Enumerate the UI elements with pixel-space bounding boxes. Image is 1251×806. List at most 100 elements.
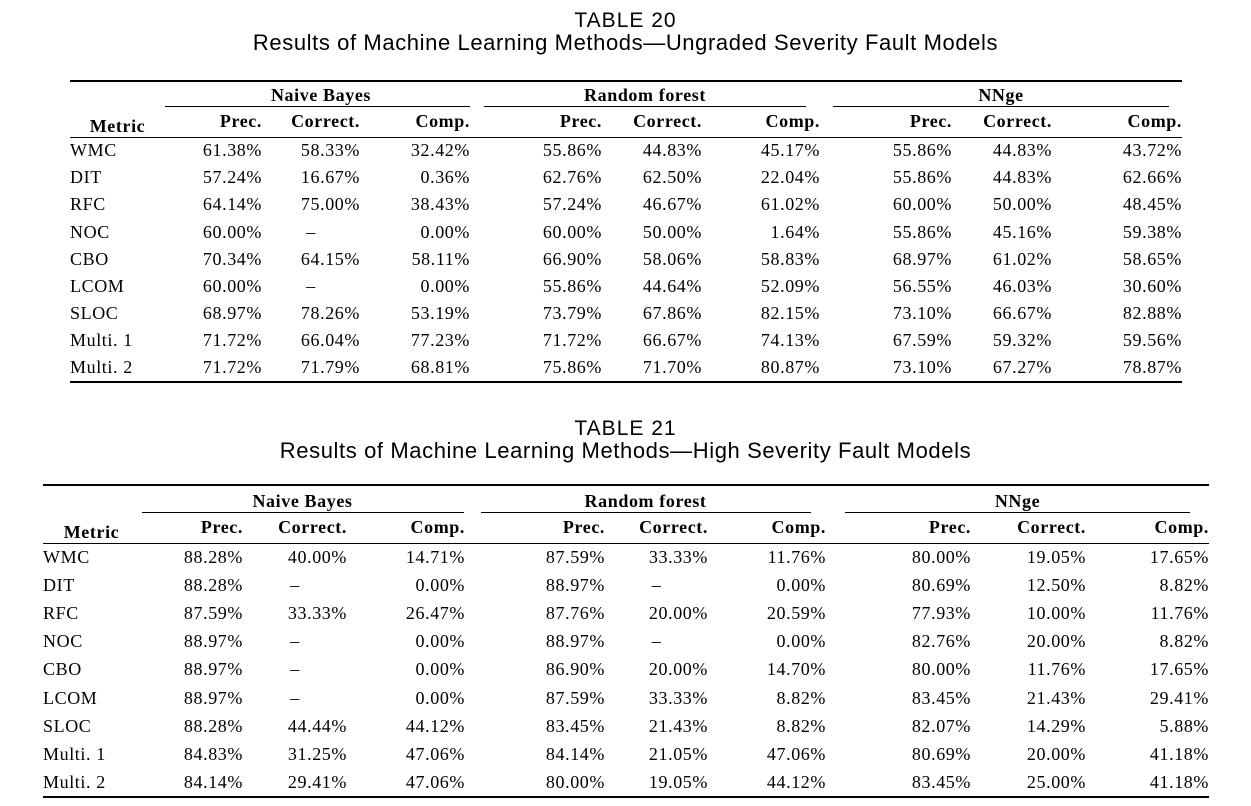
table-row: NOC 88.97% – 0.00% 88.97% – 0.00% 82.76% 20.00% 8… bbox=[43, 628, 1209, 656]
table-cell: – bbox=[290, 659, 300, 680]
table-cell: 68.97% bbox=[202, 303, 262, 324]
table-cell: 62.50% bbox=[642, 167, 702, 188]
table-cell: 80.69% bbox=[911, 574, 972, 595]
metric-header: Metric bbox=[63, 521, 120, 542]
table-cell: 52.09% bbox=[760, 276, 821, 297]
subheader-comp: Comp. bbox=[765, 111, 821, 132]
table-cell: 71.72% bbox=[202, 330, 262, 351]
row-metric-label: SLOC bbox=[70, 303, 119, 324]
table-cell: 88.28% bbox=[183, 574, 243, 595]
table-cell: 0.00% bbox=[776, 574, 827, 595]
table-cell: 8.82% bbox=[776, 715, 827, 736]
table-cell: 82.15% bbox=[760, 303, 821, 324]
table-cell: 44.83% bbox=[992, 167, 1053, 188]
table-cell: 80.00% bbox=[911, 546, 972, 567]
table-cell: 60.00% bbox=[202, 276, 262, 297]
table-cell: 61.38% bbox=[202, 140, 262, 161]
table-cell: 60.00% bbox=[202, 221, 262, 242]
table-cell: 87.59% bbox=[545, 687, 606, 708]
table-cell: 8.82% bbox=[1159, 574, 1210, 595]
table-cell: 86.90% bbox=[545, 659, 606, 680]
table-row: CBO 70.34% 64.15% 58.11% 66.90% 58.06% 58.83% 6… bbox=[70, 246, 1182, 273]
table-cell: 88.97% bbox=[183, 631, 243, 652]
table-cell: 30.60% bbox=[1122, 276, 1183, 297]
table-cell: 88.97% bbox=[183, 659, 243, 680]
row-metric-label: RFC bbox=[43, 602, 79, 623]
table-cell: 32.42% bbox=[410, 140, 470, 161]
subheader-prec: Prec. bbox=[200, 517, 243, 538]
table-cell: 55.86% bbox=[542, 140, 602, 161]
table-cell: – bbox=[290, 574, 300, 595]
table-cell: 20.00% bbox=[648, 602, 709, 623]
table-row: SLOC 88.28% 44.44% 44.12% 83.45% 21.43% 8.82% 8… bbox=[43, 712, 1209, 740]
table-cell: 59.38% bbox=[1122, 221, 1183, 242]
table-cell: 84.14% bbox=[183, 771, 243, 792]
row-metric-label: NOC bbox=[70, 221, 110, 242]
table-cell: 70.34% bbox=[202, 248, 262, 269]
row-metric-label: Multi. 2 bbox=[70, 357, 133, 378]
table-cell: 47.06% bbox=[405, 771, 466, 792]
table-cell: 25.00% bbox=[1026, 771, 1087, 792]
table-cell: – bbox=[306, 221, 316, 242]
table-cell: 20.00% bbox=[648, 659, 709, 680]
subheader-prec: Prec. bbox=[219, 111, 262, 132]
row-metric-label: Multi. 1 bbox=[43, 743, 106, 764]
table-cell: 87.59% bbox=[183, 602, 243, 623]
table-cell: 33.33% bbox=[287, 602, 347, 623]
table-row: Multi. 2 71.72% 71.79% 68.81% 75.86% 71.70% 80… bbox=[70, 355, 1182, 382]
table-cell: 11.76% bbox=[767, 546, 827, 567]
subheader-prec: Prec. bbox=[559, 111, 602, 132]
table-cell: 20.00% bbox=[1026, 743, 1087, 764]
table-cell: 77.23% bbox=[410, 330, 470, 351]
row-metric-label: Multi. 2 bbox=[43, 771, 106, 792]
table-cell: 46.03% bbox=[992, 276, 1053, 297]
table-cell: 0.00% bbox=[420, 221, 470, 242]
table-cell: 0.00% bbox=[776, 631, 827, 652]
table-cell: 88.97% bbox=[545, 631, 606, 652]
group-header-naive-bayes: Naive Bayes bbox=[140, 485, 465, 513]
table-row: Multi. 1 71.72% 66.04% 77.23% 71.72% 66.67% 74… bbox=[70, 327, 1182, 354]
table-cell: 19.05% bbox=[648, 771, 709, 792]
table-cell: 60.00% bbox=[892, 194, 953, 215]
table-cell: 14.29% bbox=[1026, 715, 1087, 736]
table-cell: 87.59% bbox=[545, 546, 606, 567]
table-cell: 67.59% bbox=[892, 330, 953, 351]
table-cell: 67.86% bbox=[642, 303, 702, 324]
table-cell: 82.88% bbox=[1122, 303, 1183, 324]
table-cell: 64.15% bbox=[300, 248, 360, 269]
table-cell: 11.76% bbox=[1027, 659, 1087, 680]
table-cell: 44.83% bbox=[992, 140, 1053, 161]
subheader-comp: Comp. bbox=[771, 517, 827, 538]
table-cell: 75.86% bbox=[542, 357, 602, 378]
table-cell: 82.76% bbox=[911, 631, 972, 652]
table-cell: 59.56% bbox=[1122, 330, 1183, 351]
table-cell: 83.45% bbox=[545, 715, 606, 736]
table-cell: 29.41% bbox=[1149, 687, 1210, 708]
subheader-correct: Correct. bbox=[639, 517, 709, 538]
subheader-comp: Comp. bbox=[415, 111, 470, 132]
table-cell: – bbox=[651, 631, 662, 652]
table21-number: TABLE 21 bbox=[574, 417, 677, 440]
table-cell: 68.97% bbox=[892, 248, 953, 269]
table-cell: 58.65% bbox=[1122, 248, 1183, 269]
row-metric-label: WMC bbox=[43, 546, 90, 567]
subheader-prec: Prec. bbox=[928, 517, 972, 538]
subheader-correct: Correct. bbox=[633, 111, 702, 132]
table-cell: 71.72% bbox=[202, 357, 262, 378]
table-cell: 41.18% bbox=[1149, 771, 1210, 792]
table-cell: 0.00% bbox=[420, 276, 470, 297]
table-cell: 12.50% bbox=[1026, 574, 1087, 595]
table-cell: 87.76% bbox=[545, 602, 606, 623]
table-cell: 66.67% bbox=[642, 330, 702, 351]
table-cell: 78.26% bbox=[300, 303, 360, 324]
table-row: LCOM 60.00% – 0.00% 55.86% 44.64% 52.09% 56.55%… bbox=[70, 273, 1182, 300]
row-metric-label: RFC bbox=[70, 194, 106, 215]
table-cell: 5.88% bbox=[1159, 715, 1210, 736]
table-cell: 58.33% bbox=[300, 140, 360, 161]
table-cell: 71.79% bbox=[300, 357, 360, 378]
table-cell: 47.06% bbox=[766, 743, 827, 764]
table-cell: 44.12% bbox=[405, 715, 466, 736]
table-cell: 73.10% bbox=[892, 303, 953, 324]
table-cell: 21.05% bbox=[648, 743, 709, 764]
table-cell: 11.76% bbox=[1150, 602, 1210, 623]
